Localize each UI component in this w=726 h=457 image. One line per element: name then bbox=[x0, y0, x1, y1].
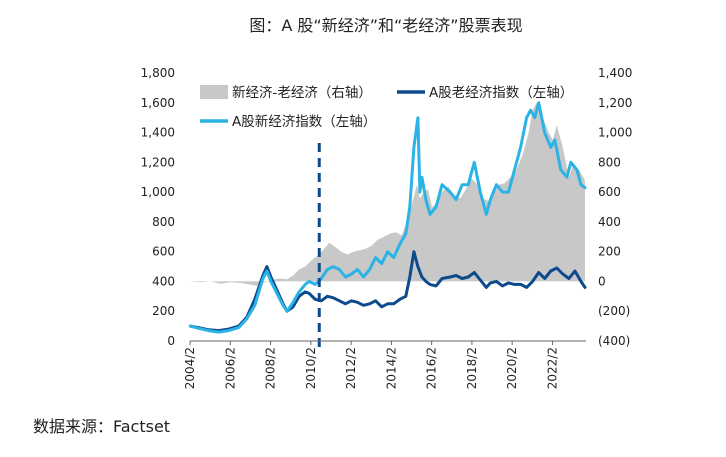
right-tick-label: 400 bbox=[598, 215, 621, 229]
legend-item: A股老经济指数（左轴） bbox=[397, 85, 573, 101]
series-lines-layer bbox=[188, 101, 587, 334]
left-tick-label: 1,600 bbox=[141, 96, 175, 110]
chart-title: 图：A 股“新经济”和“老经济”股票表现 bbox=[249, 16, 522, 35]
right-tick-label: 1,400 bbox=[598, 66, 632, 80]
right-tick-label: 0 bbox=[598, 274, 606, 288]
legend-item: A股新经济指数（左轴） bbox=[200, 114, 376, 130]
legend-label: A股新经济指数（左轴） bbox=[232, 114, 376, 130]
left-tick-label: 0 bbox=[167, 334, 175, 348]
left-tick-label: 1,400 bbox=[141, 126, 175, 140]
left-tick-label: 600 bbox=[152, 245, 175, 259]
right-tick-label: 800 bbox=[598, 155, 621, 169]
legend: 新经济-老经济（右轴） A股老经济指数（左轴） A股新经济指数（左轴） bbox=[200, 85, 573, 130]
difference-area-layer bbox=[190, 102, 585, 286]
axes-layer: 0 200 400 600 800 1,000 1,200 1,400 1,600 1,800 (4… bbox=[141, 66, 633, 389]
left-tick-label: 800 bbox=[152, 215, 175, 229]
x-tick-label: 2004/2 bbox=[183, 347, 197, 389]
series-line-new-economy bbox=[188, 101, 587, 334]
legend-item: 新经济-老经济（右轴） bbox=[200, 85, 372, 101]
x-tick-label: 2018/2 bbox=[465, 347, 479, 389]
left-tick-label: 400 bbox=[152, 274, 175, 288]
x-tick-label: 2022/2 bbox=[545, 347, 559, 389]
legend-swatch-area bbox=[200, 85, 228, 99]
series-area-new-minus-old bbox=[190, 102, 585, 286]
right-tick-label: 1,200 bbox=[598, 96, 632, 110]
x-tick-label: 2006/2 bbox=[223, 347, 237, 389]
legend-label: A股老经济指数（左轴） bbox=[429, 85, 573, 101]
x-tick-label: 2008/2 bbox=[264, 347, 278, 389]
right-tick-label: 600 bbox=[598, 185, 621, 199]
right-tick-label: (200) bbox=[598, 304, 630, 318]
right-tick-label: 200 bbox=[598, 245, 621, 259]
right-tick-label: (400) bbox=[598, 334, 630, 348]
x-tick-label: 2012/2 bbox=[344, 347, 358, 389]
x-tick-label: 2010/2 bbox=[304, 347, 318, 389]
left-tick-label: 200 bbox=[152, 304, 175, 318]
legend-label: 新经济-老经济（右轴） bbox=[232, 85, 372, 101]
left-tick-label: 1,000 bbox=[141, 185, 175, 199]
x-tick-label: 2014/2 bbox=[384, 347, 398, 389]
source-note: 数据来源：Factset bbox=[33, 417, 171, 436]
left-tick-label: 1,800 bbox=[141, 66, 175, 80]
right-tick-label: 1,000 bbox=[598, 126, 632, 140]
x-tick-label: 2016/2 bbox=[425, 347, 439, 389]
left-tick-label: 1,200 bbox=[141, 155, 175, 169]
x-tick-label: 2020/2 bbox=[505, 347, 519, 389]
